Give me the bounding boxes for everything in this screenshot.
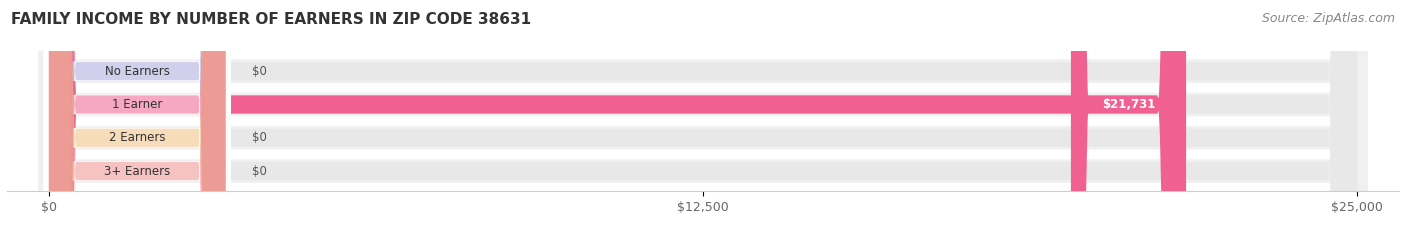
Text: Source: ZipAtlas.com: Source: ZipAtlas.com: [1261, 12, 1395, 25]
Text: $21,731: $21,731: [1102, 98, 1156, 111]
Text: $0: $0: [252, 65, 267, 78]
FancyBboxPatch shape: [49, 0, 1357, 233]
FancyBboxPatch shape: [49, 0, 225, 233]
FancyBboxPatch shape: [38, 0, 1368, 233]
Text: 2 Earners: 2 Earners: [108, 131, 166, 144]
FancyBboxPatch shape: [49, 0, 225, 233]
FancyBboxPatch shape: [49, 0, 1357, 233]
Text: No Earners: No Earners: [105, 65, 170, 78]
Text: 3+ Earners: 3+ Earners: [104, 164, 170, 178]
FancyBboxPatch shape: [49, 0, 225, 233]
FancyBboxPatch shape: [49, 0, 225, 233]
FancyBboxPatch shape: [49, 0, 1187, 233]
Text: FAMILY INCOME BY NUMBER OF EARNERS IN ZIP CODE 38631: FAMILY INCOME BY NUMBER OF EARNERS IN ZI…: [11, 12, 531, 27]
FancyBboxPatch shape: [44, 0, 231, 233]
FancyBboxPatch shape: [38, 0, 1368, 233]
FancyBboxPatch shape: [44, 0, 231, 233]
FancyBboxPatch shape: [44, 0, 231, 233]
FancyBboxPatch shape: [38, 0, 1368, 233]
Text: 1 Earner: 1 Earner: [112, 98, 162, 111]
Text: $0: $0: [252, 131, 267, 144]
FancyBboxPatch shape: [38, 0, 1368, 233]
Text: $0: $0: [252, 164, 267, 178]
FancyBboxPatch shape: [49, 0, 1357, 233]
FancyBboxPatch shape: [44, 0, 231, 233]
FancyBboxPatch shape: [1071, 0, 1187, 233]
FancyBboxPatch shape: [49, 0, 1357, 233]
